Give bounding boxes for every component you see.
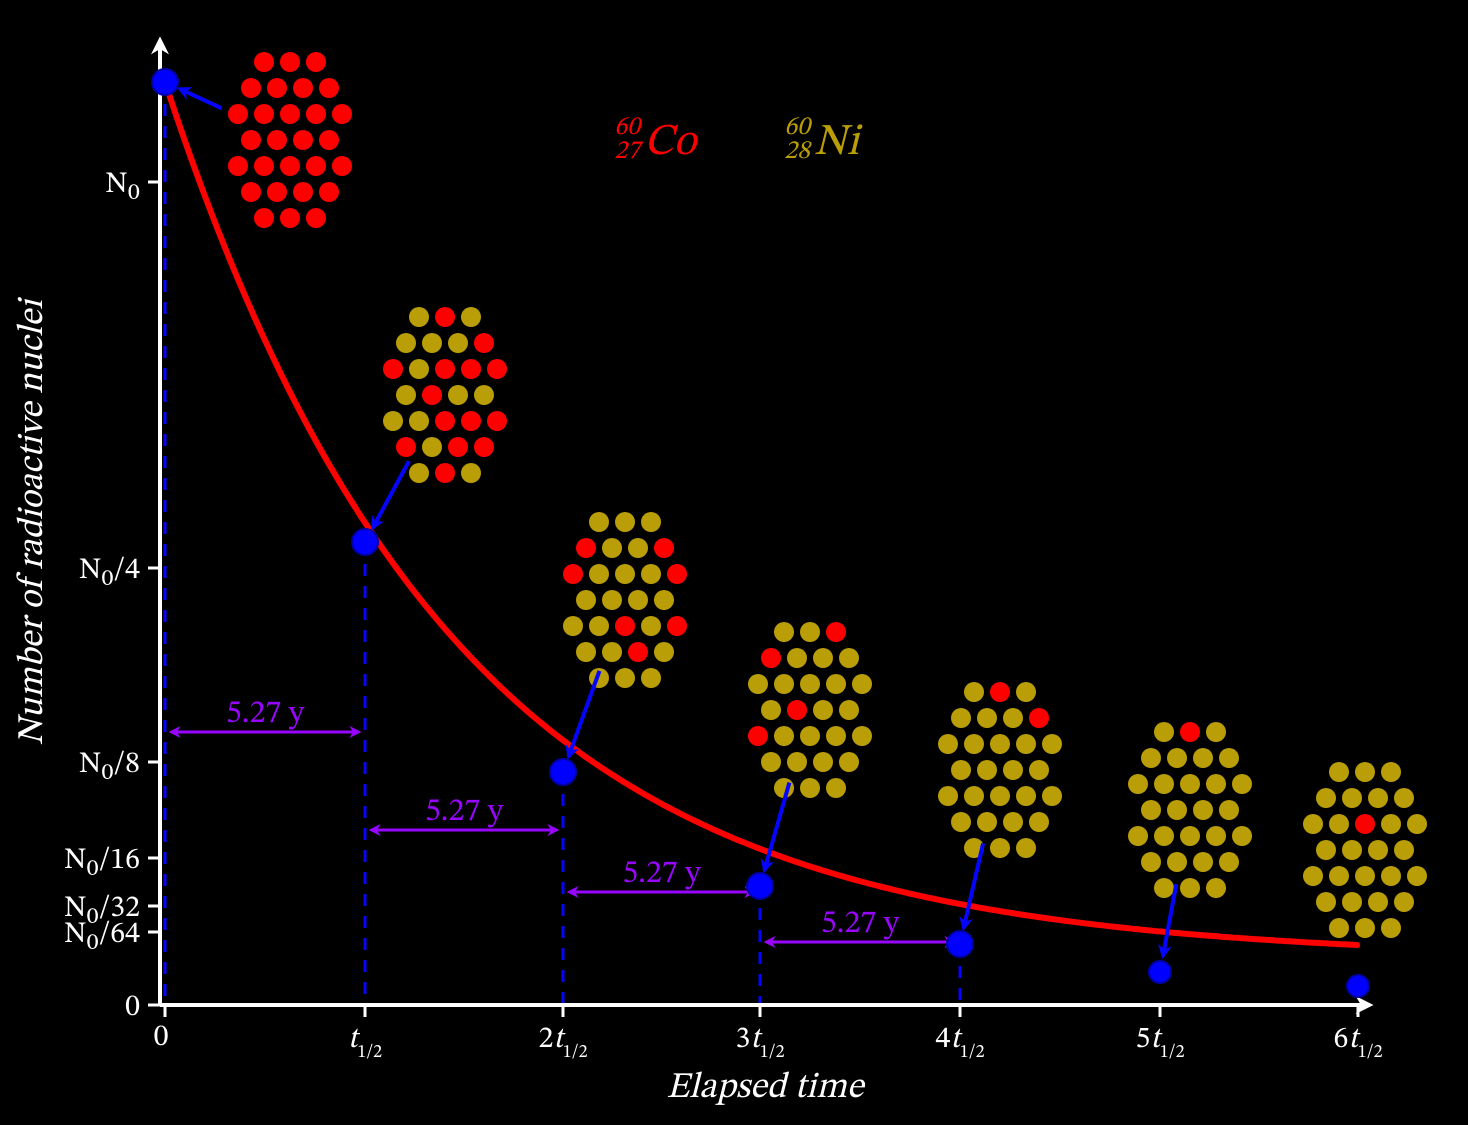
y-tick-label: N₀/8 (79, 750, 140, 780)
halflife-label: 5.27 y (226, 698, 305, 730)
y-tick-label: N₀/64 (64, 920, 140, 950)
decay-diagram: 0t1/22t1/23t1/24t1/25t1/26t1/2Elapsed ti… (0, 0, 1468, 1125)
isotope-label: 6027Co (614, 115, 699, 165)
y-tick-label: N₀ (105, 170, 140, 200)
y-axis-label: Number of radioactive nuclei (15, 296, 51, 745)
x-tick-label: 0 (154, 1023, 169, 1053)
halflife-label: 5.27 y (622, 858, 701, 890)
curve-point (1347, 975, 1369, 997)
halflife-label: 5.27 y (425, 796, 504, 828)
curve-point (947, 931, 973, 957)
svg-text:Co: Co (644, 121, 699, 165)
curve-point (747, 873, 773, 899)
y-tick-label: N₀/32 (64, 894, 140, 924)
isotope-label: 6028Ni (784, 115, 862, 165)
svg-text:60: 60 (614, 115, 642, 141)
curve-point (550, 759, 576, 785)
y-tick-label: 0 (125, 993, 140, 1023)
y-tick-label: N₀/16 (64, 846, 140, 876)
svg-text:Ni: Ni (814, 121, 863, 165)
svg-text:28: 28 (784, 139, 812, 165)
svg-text:27: 27 (614, 139, 644, 165)
y-tick-label: N₀/4 (79, 556, 140, 586)
curve-point (352, 529, 378, 555)
curve-point (152, 69, 178, 95)
curve-point (1149, 961, 1171, 983)
svg-text:60: 60 (784, 115, 812, 141)
x-axis-label: Elapsed time (666, 1070, 865, 1106)
halflife-label: 5.27 y (821, 908, 900, 940)
